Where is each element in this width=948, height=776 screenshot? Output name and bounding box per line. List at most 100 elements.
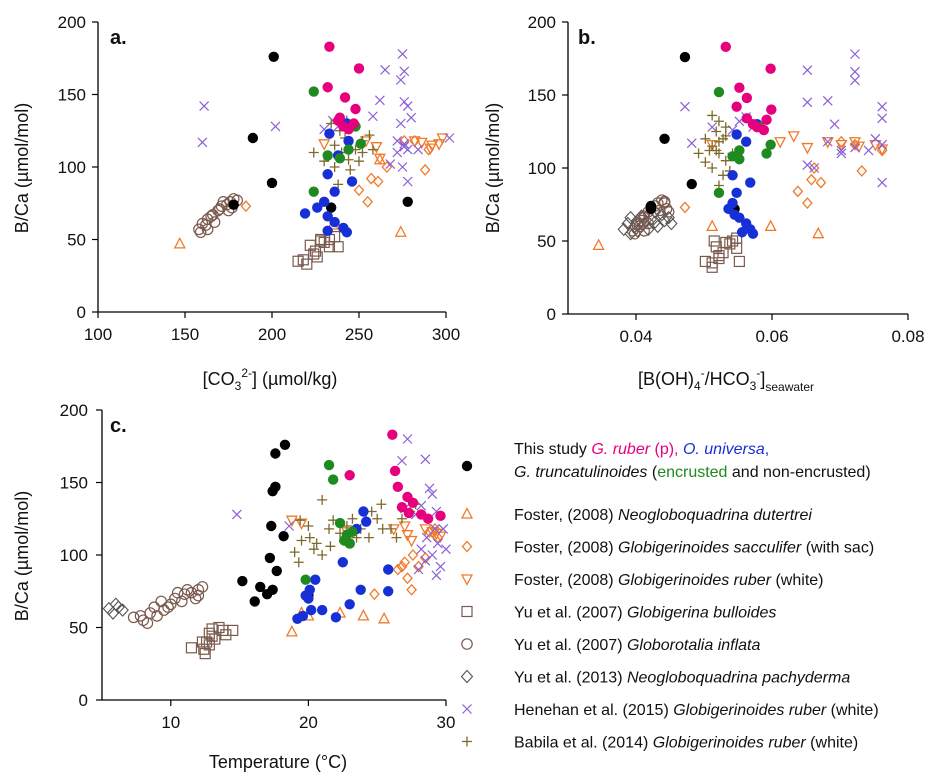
data-point — [185, 642, 198, 654]
data-point — [658, 213, 671, 228]
data-point — [329, 216, 340, 228]
data-point — [655, 207, 669, 222]
data-point — [850, 49, 860, 60]
data-point — [849, 138, 861, 151]
x-tick-label: 30 — [437, 713, 456, 732]
data-point — [345, 164, 356, 175]
data-point — [645, 203, 657, 215]
data-point — [801, 142, 814, 155]
series-foster_diamond — [240, 134, 434, 213]
data-point — [214, 203, 226, 215]
y-tick-label: 0 — [547, 305, 556, 324]
legend-marker — [461, 460, 473, 472]
data-point — [357, 609, 370, 621]
data-point — [435, 510, 446, 522]
series-o_universa_blue — [723, 119, 763, 239]
data-point — [196, 636, 209, 648]
data-point — [284, 521, 295, 531]
data-point — [397, 162, 408, 172]
series-foster_tri_down — [318, 133, 449, 166]
legend-entry-foster_tri_up: Foster, (2008) Neogloboquadrina dutertre… — [514, 507, 812, 524]
data-point — [300, 574, 311, 585]
data-point — [724, 238, 736, 250]
data-point — [266, 520, 277, 532]
data-point — [181, 583, 194, 596]
data-point — [720, 41, 731, 53]
data-point — [310, 574, 321, 585]
data-point — [665, 216, 678, 231]
data-point — [395, 75, 406, 85]
y-tick-label: 50 — [67, 231, 86, 250]
data-point — [430, 523, 440, 534]
data-point — [765, 139, 776, 150]
y-tick-label: 0 — [77, 303, 86, 322]
data-point — [432, 139, 446, 151]
data-point — [731, 101, 742, 112]
data-point — [171, 586, 184, 599]
data-point — [707, 110, 718, 121]
series-o_universa_blue — [299, 118, 358, 238]
data-point — [391, 532, 402, 543]
data-point — [421, 532, 432, 543]
data-point — [718, 170, 729, 181]
data-point — [402, 572, 413, 585]
data-point — [713, 86, 725, 98]
data-point — [347, 526, 358, 537]
data-point — [729, 209, 740, 220]
data-point — [383, 586, 394, 597]
data-point — [679, 201, 691, 214]
data-point — [413, 564, 424, 575]
data-point — [303, 521, 314, 531]
data-point — [413, 144, 424, 155]
series-encrusted_green — [308, 86, 366, 197]
data-point — [638, 211, 650, 224]
data-point — [330, 612, 342, 623]
data-point — [255, 581, 266, 593]
data-point — [324, 523, 335, 534]
panel-c-ylabel: B/Ca (µmol/mol) — [12, 491, 32, 621]
panel-a-letter: a. — [110, 27, 127, 49]
data-point — [169, 592, 181, 605]
data-point — [774, 137, 787, 149]
data-point — [373, 153, 386, 166]
data-point — [422, 513, 434, 524]
legend-entry-yu2013: Yu et al. (2013) Neogloboquadrina pachyd… — [514, 670, 850, 687]
data-point — [162, 601, 174, 613]
data-point — [317, 494, 328, 505]
data-point — [741, 92, 753, 104]
data-point — [270, 121, 281, 132]
data-point — [815, 176, 827, 189]
data-point — [387, 524, 400, 536]
data-point — [372, 175, 384, 188]
legend-marker — [461, 638, 473, 650]
data-point — [436, 133, 449, 145]
data-point — [304, 532, 315, 543]
y-tick-label: 50 — [537, 232, 556, 251]
data-point — [322, 82, 333, 93]
y-tick-label: 50 — [69, 619, 88, 638]
data-point — [389, 465, 401, 477]
panel-a: a. B/Ca (µmol/mol) [CO32-] (µmol/kg) 0 50… — [12, 13, 460, 393]
data-point — [372, 513, 383, 524]
data-point — [402, 144, 413, 155]
data-point — [299, 208, 311, 219]
data-point — [396, 501, 408, 513]
data-point — [731, 129, 742, 140]
data-point — [717, 247, 729, 259]
panel-a-xlabel: [CO32-] (µmol/kg) — [203, 366, 338, 393]
data-point — [268, 51, 279, 62]
data-point — [144, 607, 156, 619]
data-point — [367, 144, 378, 155]
data-point — [106, 606, 120, 620]
data-point — [850, 66, 860, 77]
data-point — [348, 118, 359, 129]
data-point — [733, 255, 745, 268]
data-point — [208, 216, 221, 228]
data-point — [308, 147, 319, 158]
legend-marker — [461, 540, 473, 553]
data-point — [662, 206, 675, 218]
data-point — [271, 565, 282, 577]
data-point — [713, 136, 724, 147]
data-point — [727, 170, 738, 181]
